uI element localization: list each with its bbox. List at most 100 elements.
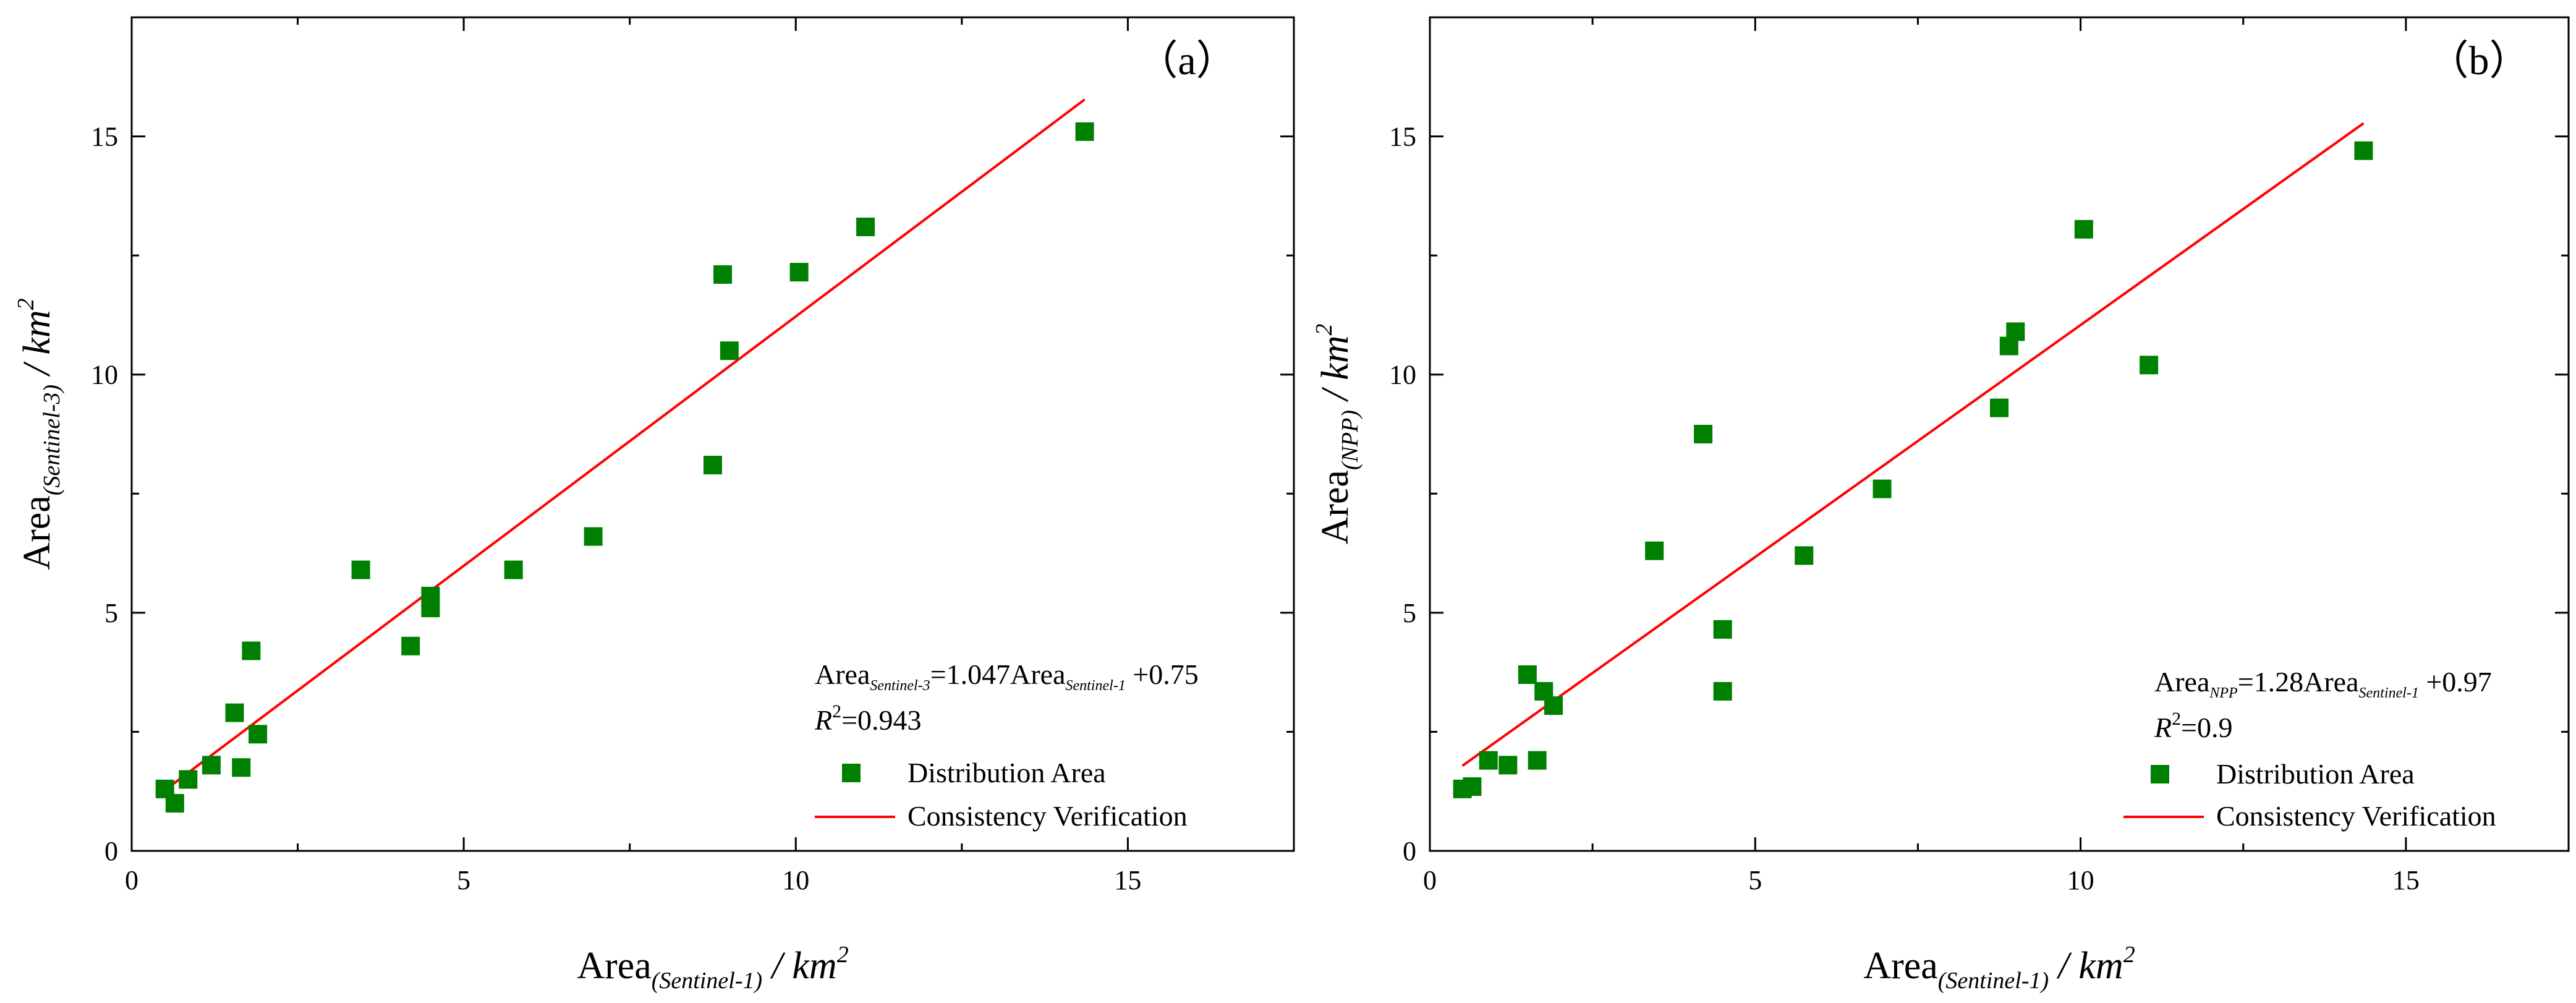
data-point <box>1518 665 1537 684</box>
y-tick-label: 15 <box>1389 122 1416 152</box>
r-squared-sup: 2 <box>832 701 841 722</box>
data-point <box>165 793 184 813</box>
data-point <box>1463 777 1482 796</box>
x-axis-title: Area(Sentinel-1) / km2 <box>1863 942 2135 994</box>
data-point <box>249 725 268 744</box>
data-point <box>1075 122 1094 141</box>
equation-rhs-sub: Sentinel-1 <box>2359 685 2419 701</box>
x-tick-label: 0 <box>125 865 138 895</box>
legend-marker-scatter <box>842 764 861 782</box>
data-point <box>401 636 420 655</box>
data-point <box>1990 398 2009 417</box>
r-squared-sup: 2 <box>2172 709 2181 729</box>
data-point <box>225 703 244 722</box>
regression-equation: AreaNPP=1.28AreaSentinel-1 +0.97 <box>2154 666 2492 701</box>
x-axis-title-sub: (Sentinel-1) <box>652 968 762 994</box>
y-axis-title-base: Area <box>1314 470 1356 544</box>
y-tick-label: 5 <box>104 598 118 628</box>
equation-tail: +0.97 <box>2419 666 2492 698</box>
equation-lhs: Area <box>815 659 870 690</box>
data-point <box>2354 141 2373 160</box>
data-point <box>179 770 198 789</box>
y-axis-title-unit: / km <box>1314 335 1356 410</box>
data-point <box>2140 356 2159 375</box>
data-point <box>421 599 440 618</box>
data-point <box>789 263 809 282</box>
data-point <box>1498 756 1518 775</box>
data-point <box>713 265 733 284</box>
data-point <box>1645 541 1664 560</box>
equation-mid: =1.047Area <box>930 659 1066 690</box>
r-squared-value: =0.9 <box>2181 712 2232 743</box>
x-axis-title-unit: / km <box>762 945 837 987</box>
data-point <box>1872 479 1892 498</box>
panel-label: （b） <box>2428 38 2530 83</box>
r-squared-r: R <box>2154 712 2172 743</box>
x-tick-label: 10 <box>2067 865 2094 895</box>
y-tick-label: 5 <box>1403 598 1416 628</box>
data-point <box>1694 425 1713 443</box>
data-point <box>1528 751 1547 770</box>
x-tick-label: 15 <box>1114 865 1141 895</box>
legend-marker-scatter <box>2151 765 2169 783</box>
equation-mid: =1.28Area <box>2238 666 2359 698</box>
x-axis-title-base: Area <box>1863 945 1937 987</box>
equation-lhs: Area <box>2154 666 2209 698</box>
x-tick-label: 5 <box>457 865 470 895</box>
y-axis-title-base: Area <box>16 495 58 570</box>
y-tick-label: 0 <box>104 836 118 866</box>
data-point <box>2074 220 2093 239</box>
equation-lhs-sub: Sentinel-3 <box>870 678 930 694</box>
legend-label-line: Consistency Verification <box>908 800 1188 832</box>
data-point <box>242 641 261 660</box>
fit-line <box>1461 122 2365 767</box>
equation-tail: +0.75 <box>1126 659 1199 690</box>
y-tick-label: 15 <box>91 122 118 152</box>
plot-frame <box>1429 16 2570 852</box>
data-point <box>1713 681 1732 701</box>
y-axis-title-unit: / km <box>16 310 58 385</box>
data-point <box>504 560 523 579</box>
panel-label: （a） <box>1137 38 1236 83</box>
x-axis-title-base: Area <box>577 945 651 987</box>
y-tick-label: 0 <box>1403 836 1416 866</box>
y-tick-label: 10 <box>91 360 118 390</box>
x-axis-title: Area(Sentinel-1) / km2 <box>577 942 848 994</box>
data-point <box>720 341 739 361</box>
y-axis-title-sup: 2 <box>13 298 39 310</box>
equation-lhs-sub: NPP <box>2209 685 2238 701</box>
x-axis-title-sup: 2 <box>2123 942 2135 968</box>
legend-label-line: Consistency Verification <box>2216 800 2496 832</box>
r-squared: R2=0.943 <box>814 701 922 736</box>
data-point <box>2006 322 2025 341</box>
x-tick-label: 15 <box>2392 865 2420 895</box>
data-point <box>1795 546 1814 565</box>
data-point <box>856 217 875 236</box>
data-point <box>1479 751 1498 770</box>
x-tick-label: 0 <box>1423 865 1437 895</box>
fit-line <box>164 98 1086 792</box>
x-axis-title-unit: / km <box>2049 945 2123 987</box>
data-point <box>1713 620 1732 639</box>
data-point <box>351 560 370 579</box>
equation-rhs-sub: Sentinel-1 <box>1066 678 1126 694</box>
y-axis-title: Area(NPP) / km2 <box>1311 323 1363 544</box>
data-point <box>704 456 722 475</box>
y-axis-title-sub: (Sentinel-3) <box>39 385 65 495</box>
x-axis-title-sup: 2 <box>837 942 849 968</box>
data-point <box>584 527 603 546</box>
legend-label-scatter: Distribution Area <box>2216 758 2415 790</box>
regression-equation: AreaSentinel-3=1.047AreaSentinel-1 +0.75 <box>815 659 1199 694</box>
data-point <box>202 756 221 775</box>
y-axis-title: Area(Sentinel-3) / km2 <box>13 298 65 570</box>
legend-label-scatter: Distribution Area <box>908 757 1106 788</box>
x-axis-title-sub: (Sentinel-1) <box>1938 968 2049 994</box>
r-squared-r: R <box>814 704 832 736</box>
y-axis-title-sub: (NPP) <box>1337 410 1363 470</box>
r-squared-value: =0.943 <box>841 704 921 736</box>
y-axis-title-sup: 2 <box>1311 323 1337 335</box>
y-tick-label: 10 <box>1389 360 1416 390</box>
